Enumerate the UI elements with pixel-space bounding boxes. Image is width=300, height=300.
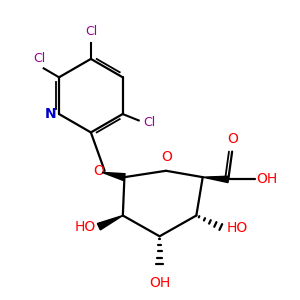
Text: HO: HO <box>227 221 248 235</box>
Text: HO: HO <box>74 220 96 234</box>
Text: Cl: Cl <box>34 52 46 64</box>
Polygon shape <box>98 215 123 230</box>
Polygon shape <box>203 176 229 183</box>
Polygon shape <box>102 172 125 181</box>
Text: Cl: Cl <box>85 25 97 38</box>
Text: OH: OH <box>256 172 278 186</box>
Text: N: N <box>45 107 57 121</box>
Text: O: O <box>93 164 104 178</box>
Text: Cl: Cl <box>143 116 155 128</box>
Text: O: O <box>161 150 172 164</box>
Text: OH: OH <box>149 276 170 289</box>
Text: O: O <box>227 132 238 146</box>
